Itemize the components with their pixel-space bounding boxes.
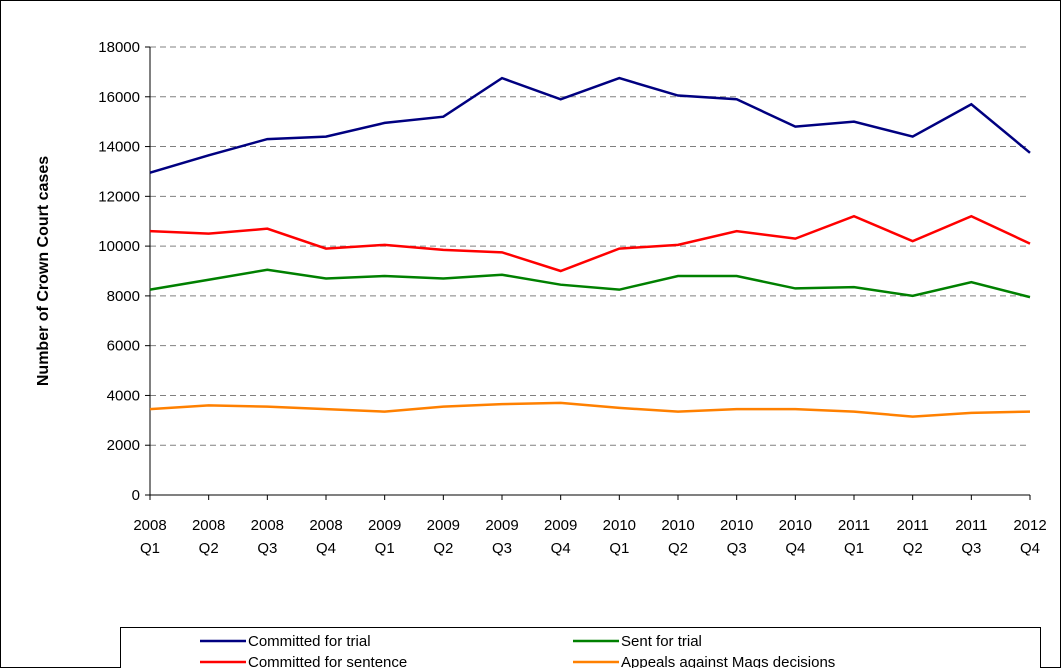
legend-label: Sent for trial <box>621 633 702 650</box>
x-tick-label: 2008 Q1 <box>133 517 166 557</box>
series-line <box>149 76 1031 174</box>
x-tick-label: 2009 Q4 <box>544 517 577 557</box>
x-tick-label: 2012 Q4 <box>1013 517 1046 557</box>
x-tick-label: 2009 Q1 <box>368 517 401 557</box>
y-tick-label: 0 <box>132 487 140 504</box>
y-tick-label: 18000 <box>98 39 140 56</box>
x-tick-label: 2008 Q4 <box>309 517 342 557</box>
y-axis-label: Number of Crown Court cases <box>35 156 52 386</box>
series-line <box>149 268 1031 299</box>
x-tick-label: 2008 Q2 <box>192 517 225 557</box>
x-tick-label: 2010 Q3 <box>720 517 753 557</box>
y-tick-label: 6000 <box>107 338 140 355</box>
y-tick-label: 2000 <box>107 437 140 454</box>
y-tick-label: 10000 <box>98 238 140 255</box>
x-tick-label: 2009 Q2 <box>427 517 460 557</box>
y-tick-label: 4000 <box>107 387 140 404</box>
y-tick-label: 12000 <box>98 188 140 205</box>
x-tick-label: 2011 Q2 <box>897 517 929 557</box>
x-tick-label: 2010 Q2 <box>661 517 694 557</box>
legend-label: Appeals against Mags decisions <box>621 654 835 668</box>
series-line <box>149 214 1031 273</box>
legend-label: Committed for trial <box>248 633 371 650</box>
x-tick-label: 2010 Q1 <box>603 517 636 557</box>
series-line <box>149 401 1031 418</box>
x-tick-label: 2011 Q3 <box>955 517 987 557</box>
x-tick-label: 2008 Q3 <box>251 517 284 557</box>
y-tick-label: 16000 <box>98 89 140 106</box>
y-tick-label: 8000 <box>107 288 140 305</box>
x-tick-label: 2009 Q3 <box>485 517 518 557</box>
legend-label: Committed for sentence <box>248 654 407 668</box>
x-tick-label: 2010 Q4 <box>779 517 812 557</box>
y-tick-label: 14000 <box>98 139 140 156</box>
x-tick-label: 2011 Q1 <box>838 517 870 557</box>
